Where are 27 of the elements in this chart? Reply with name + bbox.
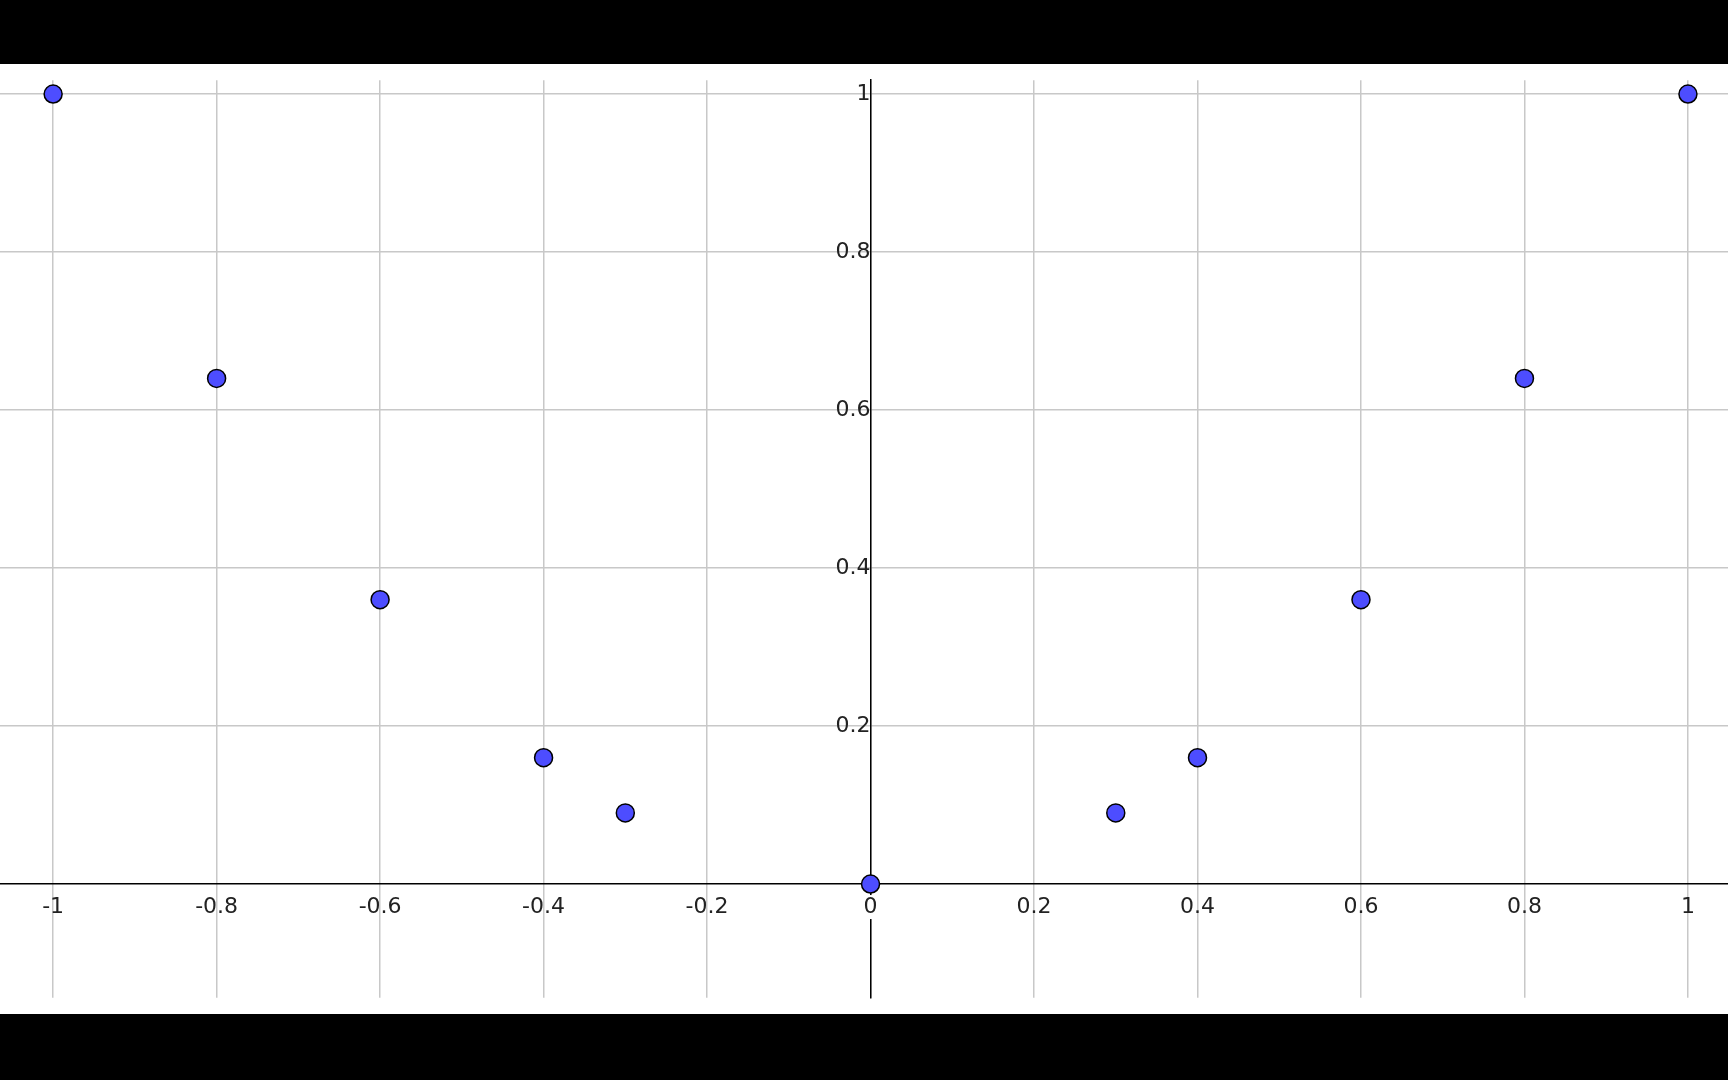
y-tick-label: 0.2 <box>835 711 871 737</box>
x-tick-label: 0.4 <box>1180 892 1215 918</box>
point <box>1106 803 1126 823</box>
point <box>615 803 636 823</box>
x-tick-label: 0.2 <box>1016 892 1052 918</box>
x-tick-label: -0.4 <box>522 892 566 918</box>
x-tick-label: 0.8 <box>1506 892 1542 918</box>
x-tick-label: 0.6 <box>1343 892 1379 918</box>
x-tick-label: -0.2 <box>685 892 729 918</box>
point <box>1678 84 1698 104</box>
y-tick-label: 1 <box>856 79 871 105</box>
point <box>860 874 881 894</box>
x-tick-label: -0.8 <box>195 892 239 918</box>
point <box>1187 747 1208 768</box>
x-tick-label: -1 <box>42 892 65 918</box>
x-tick-label: -0.6 <box>358 892 402 918</box>
point <box>533 747 554 768</box>
y-tick-label: 0.6 <box>835 395 871 421</box>
y-tick-label: 0.4 <box>835 553 871 579</box>
point <box>1514 368 1535 389</box>
point <box>206 368 227 389</box>
point <box>1351 589 1371 610</box>
y-tick-label: 0.8 <box>835 237 871 263</box>
point <box>43 84 63 104</box>
x-tick-label: 1 <box>1680 892 1695 918</box>
point <box>370 589 390 610</box>
x-tick-label: 0 <box>863 892 878 918</box>
